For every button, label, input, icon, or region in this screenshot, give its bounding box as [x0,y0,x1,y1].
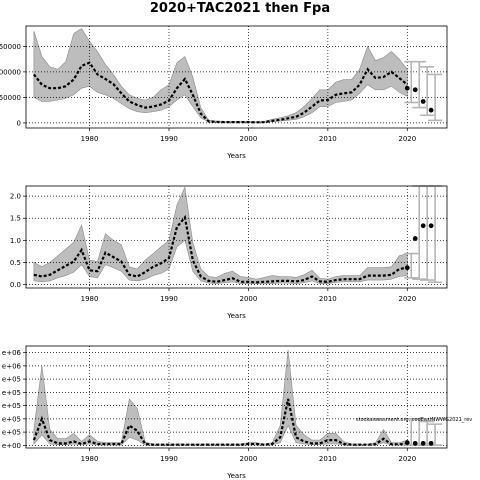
middle-series-line [33,214,408,284]
middle-projection-point [412,236,418,241]
middle-y-tick-label: 1.5 [10,215,21,223]
top-x-tick-label: 1990 [160,135,178,143]
bottom-projection-point [420,440,426,446]
middle-y-tick-label: 0.0 [10,281,21,289]
bottom-y-tick-label: e+06 [2,362,22,370]
middle-x-tick-label: 2000 [240,295,258,303]
bottom-y-tick-label: e+05 [2,402,21,410]
top-y-tick-label: 0 [17,119,21,127]
middle-y-tick-label: 2.0 [10,193,21,201]
top-plot-frame [25,25,448,129]
bottom-x-axis-title: Years [226,472,246,480]
bottom-y-tick-label: e+05 [2,415,21,423]
middle-projection-point [404,265,410,271]
top-y-tick-label: 100000 [0,68,21,76]
top-x-tick-label: 2010 [319,135,337,143]
top-projection-point [404,85,410,91]
bottom-x-tick-label: 2010 [319,455,337,463]
top-projection-point [412,87,418,93]
middle-y-tick-label: 0.5 [10,259,21,267]
middle-x-axis-title: Years [226,312,246,320]
bottom-x-tick-label: 2000 [240,455,258,463]
top-x-tick-label: 2020 [398,135,416,143]
watermark-text: stockassessment.org, codEastNWWG2021_rev [356,417,472,423]
bottom-series-line [32,398,408,446]
middle-plot-frame [25,185,448,289]
top-x-axis-title: Years [226,152,246,160]
top-x-tick-label: 1980 [81,135,99,143]
bottom-y-tick-label: e+05 [2,389,21,397]
top-y-tick-label: 50000 [0,94,21,102]
bottom-confidence-band [33,349,408,446]
middle-x-tick-label: 2010 [319,295,337,303]
top-x-tick-label: 2000 [240,135,258,143]
middle-y-tick-label: 1.0 [10,237,21,245]
top-projection-point [428,107,434,113]
bottom-projection-point [412,440,418,446]
middle-x-tick-label: 2020 [398,295,416,303]
middle-x-tick-label: 1990 [160,295,178,303]
bottom-y-tick-label: e+00 [2,442,21,450]
bottom-projection-point [428,440,434,446]
bottom-y-tick-label: e+05 [2,429,21,437]
bottom-plot-frame [25,345,448,449]
middle-confidence-band [33,186,408,284]
bottom-y-tick-label: e+06 [2,349,22,357]
bottom-x-tick-label: 1980 [81,455,99,463]
bottom-x-tick-label: 1990 [160,455,178,463]
middle-projection-point [428,223,434,229]
top-series-line [33,61,409,124]
top-projection-point [420,99,426,104]
middle-projection-point [420,223,426,229]
bottom-y-tick-label: e+05 [2,376,21,384]
middle-x-tick-label: 1980 [81,295,99,303]
bottom-projection-point [404,440,410,446]
bottom-x-tick-label: 2020 [398,455,416,463]
chart-title: 2020+TAC2021 then Fpa [149,1,331,16]
top-y-tick-label: 150000 [0,43,21,51]
top-confidence-band [33,28,408,123]
